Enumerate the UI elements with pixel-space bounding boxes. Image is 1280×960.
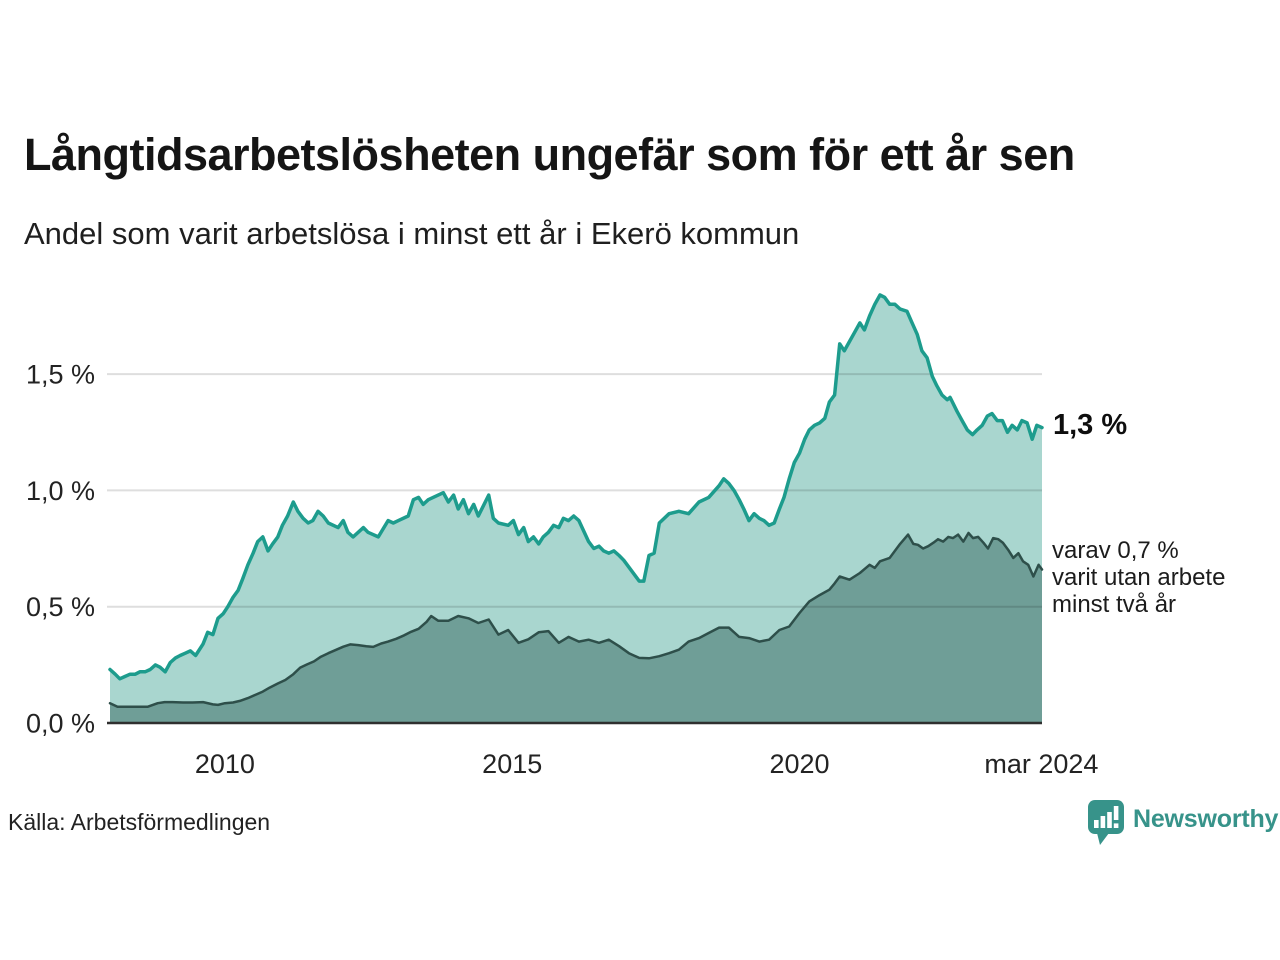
x-axis-label: mar 2024	[984, 749, 1098, 779]
page-title: Långtidsarbetslösheten ungefär som för e…	[24, 129, 1075, 180]
x-axis-label: 2010	[195, 749, 255, 779]
series-line-1	[108, 531, 1044, 708]
brand-name: Newsworthy	[1133, 805, 1279, 833]
annotation-latest-total: 1,3 %	[1053, 409, 1128, 441]
series-line-0	[108, 293, 1044, 681]
chart-subtitle: Andel som varit arbetslösa i minst ett å…	[24, 216, 800, 251]
newsworthy-brand: Newsworthy	[1086, 799, 1278, 849]
x-axis-label: 2015	[482, 749, 542, 779]
series-area-1	[110, 533, 1042, 723]
y-axis-label: 0,0 %	[26, 709, 95, 739]
y-axis-label: 1,0 %	[26, 476, 95, 506]
y-axis-label: 0,5 %	[26, 592, 95, 622]
newsworthy-logo-icon	[1088, 800, 1124, 845]
source-note: Källa: Arbetsförmedlingen	[8, 809, 271, 835]
x-axis-label: 2020	[769, 749, 829, 779]
annotation-two-year-note: varav 0,7 % varit utan arbete minst två …	[1052, 537, 1226, 618]
y-axis-label: 1,5 %	[26, 360, 95, 390]
